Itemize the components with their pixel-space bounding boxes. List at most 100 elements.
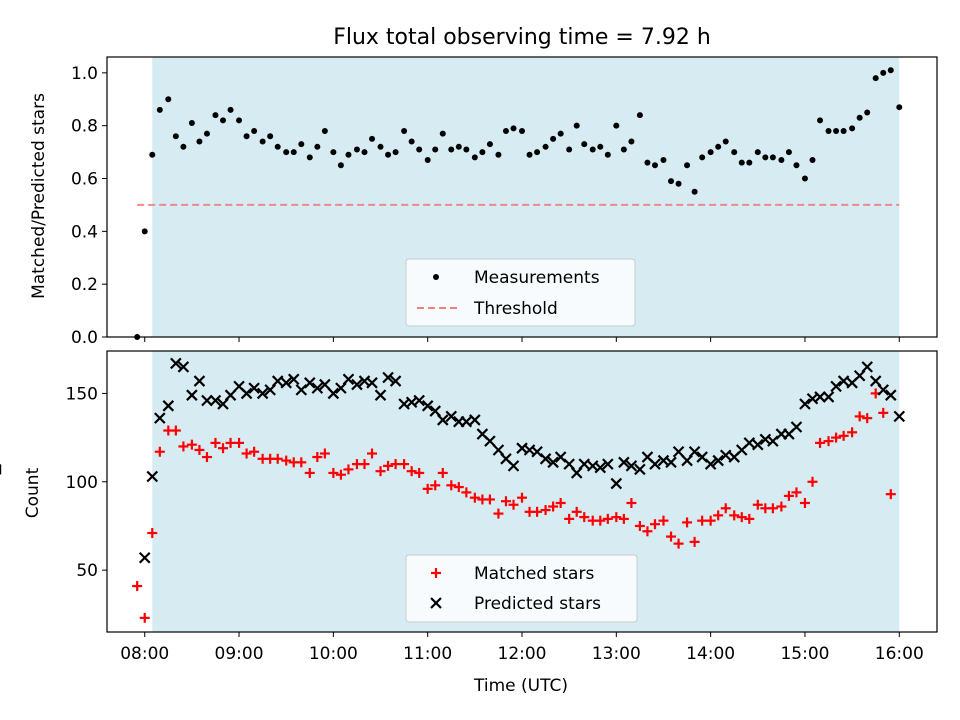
matched-star-point bbox=[838, 430, 849, 441]
matched-star-point bbox=[461, 487, 472, 498]
matched-star-point bbox=[328, 467, 339, 478]
matched-star-point bbox=[736, 512, 747, 523]
measurement-point bbox=[691, 188, 698, 195]
measurement-point bbox=[542, 143, 549, 150]
predicted-star-point bbox=[484, 435, 496, 447]
matched-star-point bbox=[579, 512, 590, 523]
matched-star-point bbox=[658, 515, 669, 526]
matched-star-point bbox=[296, 457, 307, 468]
measurement-point bbox=[385, 151, 392, 158]
measurement-point bbox=[165, 96, 172, 103]
matched-star-point bbox=[399, 459, 410, 470]
predicted-star-point bbox=[743, 437, 756, 449]
measurement-point bbox=[149, 151, 156, 158]
measurement-point bbox=[620, 146, 627, 153]
predicted-star-point bbox=[327, 387, 340, 400]
measurement-point bbox=[526, 151, 533, 158]
matched-star-point bbox=[595, 515, 606, 526]
predicted-star-point bbox=[610, 477, 623, 490]
measurement-point bbox=[392, 149, 399, 156]
legend-predicted-label: Predicted stars bbox=[474, 594, 601, 614]
matched-star-point bbox=[414, 467, 425, 478]
measurement-points bbox=[134, 67, 903, 340]
count-y-axis-label: Count bbox=[23, 467, 43, 518]
matched-star-point bbox=[249, 446, 260, 457]
predicted-star-point bbox=[618, 456, 630, 469]
predicted-star-point bbox=[688, 445, 701, 458]
measurement-point bbox=[283, 149, 290, 156]
matched-star-point bbox=[437, 467, 448, 478]
matched-star-point bbox=[132, 581, 143, 592]
count-y-tick-label: 150 bbox=[66, 384, 98, 404]
predicted-star-point bbox=[436, 414, 449, 426]
measurement-point bbox=[212, 112, 219, 119]
predicted-star-point bbox=[146, 470, 159, 483]
matched-star-point bbox=[611, 512, 622, 523]
measurement-point bbox=[479, 149, 486, 156]
matched-star-point bbox=[359, 459, 370, 470]
matched-star-point bbox=[885, 489, 896, 500]
measurement-point bbox=[156, 106, 163, 113]
measurement-point bbox=[746, 159, 753, 166]
predicted-star-point bbox=[460, 415, 473, 428]
measurement-point bbox=[188, 120, 195, 127]
measurement-point bbox=[236, 117, 243, 124]
measurement-point bbox=[203, 130, 210, 137]
predicted-star-point bbox=[665, 456, 677, 469]
measurement-point bbox=[722, 138, 729, 145]
matched-star-point bbox=[508, 499, 519, 510]
predicted-star-point bbox=[539, 453, 552, 465]
matched-star-point bbox=[367, 448, 378, 459]
predicted-star-point bbox=[342, 373, 355, 386]
matched-star-point bbox=[210, 437, 221, 448]
predicted-star-point bbox=[634, 463, 646, 476]
count-y-axis: 50 100 150 bbox=[66, 384, 107, 581]
measurement-point bbox=[408, 138, 415, 145]
measurement-point bbox=[589, 146, 596, 153]
chart-title: Flux total observing time = 7.92 h bbox=[333, 25, 711, 50]
predicted-star-point bbox=[193, 375, 206, 387]
count-legend-box bbox=[405, 554, 638, 623]
predicted-star-point bbox=[649, 458, 661, 470]
measurement-point bbox=[172, 133, 179, 140]
matched-star-point bbox=[799, 497, 810, 508]
predicted-star-point bbox=[799, 398, 811, 410]
predicted-star-point bbox=[704, 458, 717, 470]
predicted-star-point bbox=[578, 458, 591, 470]
measurement-point bbox=[455, 143, 462, 150]
measurement-point bbox=[196, 138, 203, 145]
measurement-point bbox=[613, 122, 620, 129]
ratio-y-axis: 0.0 0.2 0.4 0.6 0.8 1.0 bbox=[71, 64, 107, 348]
measurement-point bbox=[651, 162, 658, 169]
measurement-point bbox=[448, 146, 455, 153]
predicted-star-point bbox=[602, 458, 614, 470]
measurement-point bbox=[345, 151, 352, 158]
predicted-star-point bbox=[421, 400, 434, 412]
measurement-point bbox=[274, 143, 281, 150]
count-y-tick-label: 50 bbox=[76, 561, 98, 581]
matched-star-point bbox=[847, 427, 858, 438]
matched-star-point bbox=[815, 437, 826, 448]
matched-star-point bbox=[548, 501, 559, 512]
predicted-star-point bbox=[224, 389, 237, 401]
measurement-point bbox=[306, 154, 313, 161]
matched-star-point bbox=[484, 494, 495, 505]
matched-star-point bbox=[564, 513, 575, 524]
matched-star-point bbox=[430, 480, 441, 491]
ratio-y-tick-label: 1.0 bbox=[71, 64, 98, 84]
measurement-point bbox=[707, 149, 714, 156]
matched-star-point bbox=[807, 476, 818, 487]
matched-star-point bbox=[178, 441, 189, 452]
measurement-point bbox=[754, 149, 761, 156]
predicted-star-point bbox=[287, 373, 300, 386]
measurement-point bbox=[566, 146, 573, 153]
measurement-point bbox=[668, 178, 675, 185]
matched-star-point bbox=[649, 519, 660, 530]
measurement-point bbox=[793, 162, 800, 169]
measurement-point bbox=[896, 104, 903, 111]
matched-star-point bbox=[642, 526, 653, 537]
matched-star-point bbox=[618, 513, 629, 524]
count-points bbox=[0, 357, 906, 623]
legend-measurements-label: Measurements bbox=[474, 268, 600, 288]
